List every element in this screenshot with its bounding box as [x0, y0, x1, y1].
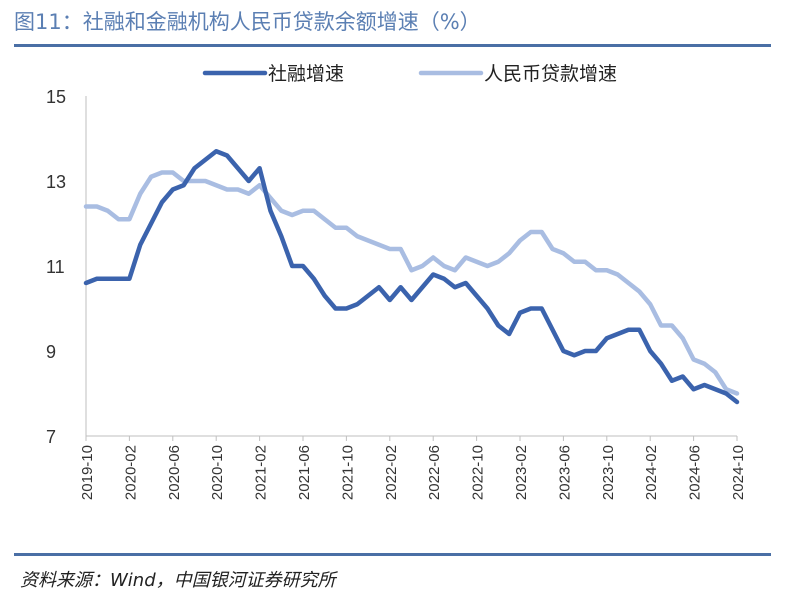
series-line-1: [83, 149, 740, 405]
y-tick-label: 7: [46, 427, 56, 447]
y-tick-label: 11: [46, 257, 65, 277]
x-tick-label: 2022-02: [383, 445, 400, 500]
x-tick-label: 2023-02: [513, 445, 530, 500]
legend-label-1: 社融增速: [268, 63, 344, 85]
x-tick-label: 2023-06: [556, 445, 573, 500]
legend-label-2: 人民币贷款增速: [484, 63, 617, 85]
x-tick-label: 2020-02: [122, 445, 139, 500]
x-tick-label: 2024-06: [687, 445, 704, 500]
x-tick-label: 2024-02: [643, 445, 660, 500]
source-note: 资料来源：Wind，中国银河证券研究所: [20, 570, 336, 591]
x-tick-label: 2021-06: [296, 445, 313, 500]
footer-rule: [14, 553, 771, 556]
x-tick-label: 2024-10: [730, 445, 747, 500]
x-tick-label: 2019-10: [79, 445, 96, 500]
title-rule: [14, 44, 771, 47]
x-tick-label: 2023-10: [600, 445, 617, 500]
y-tick-label: 13: [46, 172, 66, 192]
figure-title: 图11：社融和金融机构人民币贷款余额增速（%）: [14, 10, 481, 34]
x-tick-label: 2022-10: [470, 445, 487, 500]
x-tick-label: 2020-10: [209, 445, 226, 500]
x-tick-label: 2020-06: [166, 445, 183, 500]
y-tick-label: 15: [46, 87, 66, 107]
y-tick-label: 9: [46, 342, 56, 362]
x-tick-label: 2021-02: [253, 445, 270, 500]
x-tick-label: 2022-06: [426, 445, 443, 500]
line-chart: 7 9 11 13 15 2019-10 2020-02 2020-06 2020-10 2021…: [46, 63, 747, 500]
series-line-2: [83, 170, 740, 396]
x-tick-label: 2021-10: [339, 445, 356, 500]
